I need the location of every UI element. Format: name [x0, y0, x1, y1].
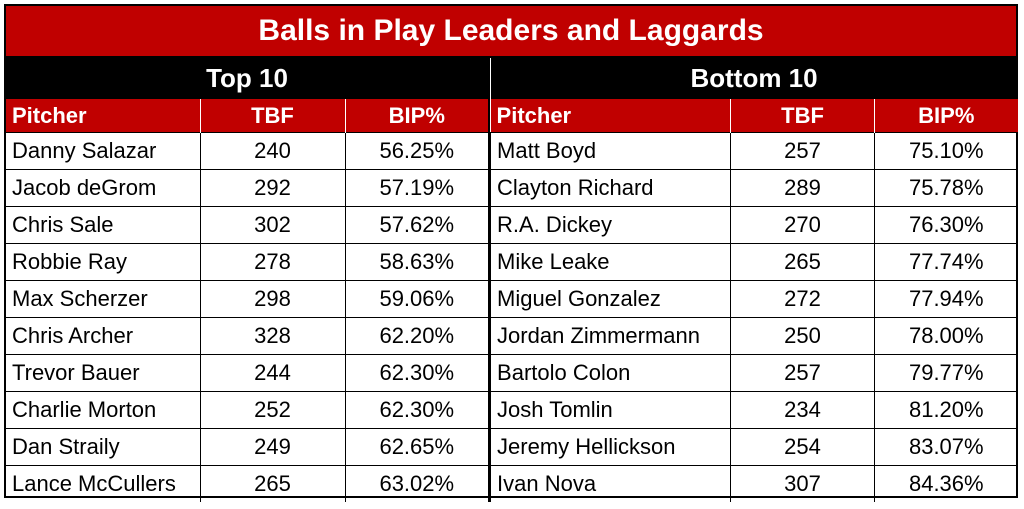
tbf-cell: 254	[730, 428, 876, 466]
table-row: Dan Straily 249 62.65%	[6, 428, 490, 466]
pitcher-cell: Clayton Richard	[490, 169, 732, 207]
table-row: Matt Boyd 257 75.10%	[490, 132, 1018, 170]
table-row: Chris Archer 328 62.20%	[6, 317, 490, 355]
top-10-heading: Top 10	[6, 58, 490, 99]
bip-cell: 77.74%	[874, 243, 1018, 281]
pitcher-cell: Jeremy Hellickson	[490, 428, 732, 466]
pitcher-cell: R.A. Dickey	[490, 206, 732, 244]
top-10-table: Top 10 Pitcher TBF BIP% Danny Salazar 240…	[6, 58, 491, 502]
tbf-cell: 265	[199, 465, 346, 502]
tbf-cell: 244	[199, 354, 346, 392]
tbf-cell: 250	[730, 317, 876, 355]
column-header-bip: BIP%	[345, 99, 490, 133]
pitcher-cell: Jordan Zimmermann	[490, 317, 732, 355]
bip-cell: 83.07%	[874, 428, 1018, 466]
table-row: Ivan Nova 307 84.36%	[490, 465, 1018, 502]
bip-cell: 75.10%	[874, 132, 1018, 170]
bip-cell: 79.77%	[874, 354, 1018, 392]
pitcher-cell: Jacob deGrom	[6, 169, 201, 207]
column-header-tbf: TBF	[200, 99, 346, 133]
column-header-pitcher: Pitcher	[490, 99, 732, 133]
tbf-cell: 328	[199, 317, 346, 355]
tbf-cell: 292	[199, 169, 346, 207]
pitcher-cell: Josh Tomlin	[490, 391, 732, 429]
pitcher-cell: Robbie Ray	[6, 243, 201, 281]
pitcher-cell: Ivan Nova	[490, 465, 732, 502]
table-row: Josh Tomlin 234 81.20%	[490, 391, 1018, 429]
tbf-cell: 252	[199, 391, 346, 429]
bip-cell: 56.25%	[344, 132, 490, 170]
bip-cell: 58.63%	[344, 243, 490, 281]
pitcher-cell: Max Scherzer	[6, 280, 201, 318]
tbf-cell: 298	[199, 280, 346, 318]
tbf-cell: 234	[730, 391, 876, 429]
bip-cell: 57.19%	[344, 169, 490, 207]
table-row: Mike Leake 265 77.74%	[490, 243, 1018, 281]
tbf-cell: 249	[199, 428, 346, 466]
bip-cell: 78.00%	[874, 317, 1018, 355]
pitcher-cell: Lance McCullers	[6, 465, 201, 502]
pitcher-cell: Bartolo Colon	[490, 354, 732, 392]
table-row: Chris Sale 302 57.62%	[6, 206, 490, 244]
pitcher-cell: Dan Straily	[6, 428, 201, 466]
tbf-cell: 265	[730, 243, 876, 281]
pitcher-cell: Trevor Bauer	[6, 354, 201, 392]
tbf-cell: 240	[199, 132, 346, 170]
table-row: Charlie Morton 252 62.30%	[6, 391, 490, 429]
tbf-cell: 302	[199, 206, 346, 244]
table-row: Bartolo Colon 257 79.77%	[490, 354, 1018, 392]
table-row: Max Scherzer 298 59.06%	[6, 280, 490, 318]
bip-cell: 62.30%	[344, 354, 490, 392]
tbf-cell: 257	[730, 132, 876, 170]
column-header-tbf: TBF	[730, 99, 876, 133]
bip-cell: 84.36%	[874, 465, 1018, 502]
bip-cell: 57.62%	[344, 206, 490, 244]
bip-cell: 62.20%	[344, 317, 490, 355]
bip-cell: 76.30%	[874, 206, 1018, 244]
pitcher-cell: Chris Archer	[6, 317, 201, 355]
table-row: R.A. Dickey 270 76.30%	[490, 206, 1018, 244]
tbf-cell: 278	[199, 243, 346, 281]
pitcher-cell: Miguel Gonzalez	[490, 280, 732, 318]
tbf-cell: 307	[730, 465, 876, 502]
table-row: Miguel Gonzalez 272 77.94%	[490, 280, 1018, 318]
pitcher-cell: Matt Boyd	[490, 132, 732, 170]
tbf-cell: 257	[730, 354, 876, 392]
bip-cell: 81.20%	[874, 391, 1018, 429]
bip-cell: 77.94%	[874, 280, 1018, 318]
bip-cell: 59.06%	[344, 280, 490, 318]
pitcher-cell: Chris Sale	[6, 206, 201, 244]
bip-cell: 62.65%	[344, 428, 490, 466]
table-row: Robbie Ray 278 58.63%	[6, 243, 490, 281]
bip-cell: 63.02%	[344, 465, 490, 502]
column-header-pitcher: Pitcher	[6, 99, 201, 133]
pitcher-cell: Danny Salazar	[6, 132, 201, 170]
table-row: Lance McCullers 265 63.02%	[6, 465, 490, 502]
table-row: Jeremy Hellickson 254 83.07%	[490, 428, 1018, 466]
table-row: Clayton Richard 289 75.78%	[490, 169, 1018, 207]
bottom-10-heading: Bottom 10	[490, 58, 1018, 99]
table-row: Jordan Zimmermann 250 78.00%	[490, 317, 1018, 355]
pitcher-cell: Mike Leake	[490, 243, 732, 281]
table-row: Jacob deGrom 292 57.19%	[6, 169, 490, 207]
column-header-bip: BIP%	[874, 99, 1018, 133]
leaders-laggards-table: Balls in Play Leaders and Laggards Top 1…	[4, 4, 1018, 502]
tbf-cell: 272	[730, 280, 876, 318]
bip-cell: 62.30%	[344, 391, 490, 429]
table-row: Danny Salazar 240 56.25%	[6, 132, 490, 170]
table-title: Balls in Play Leaders and Laggards	[6, 6, 1016, 58]
bottom-10-table: Bottom 10 Pitcher TBF BIP% Matt Boyd 257 7…	[490, 58, 1018, 502]
pitcher-cell: Charlie Morton	[6, 391, 201, 429]
table-row: Trevor Bauer 244 62.30%	[6, 354, 490, 392]
bip-cell: 75.78%	[874, 169, 1018, 207]
tbf-cell: 289	[730, 169, 876, 207]
tbf-cell: 270	[730, 206, 876, 244]
